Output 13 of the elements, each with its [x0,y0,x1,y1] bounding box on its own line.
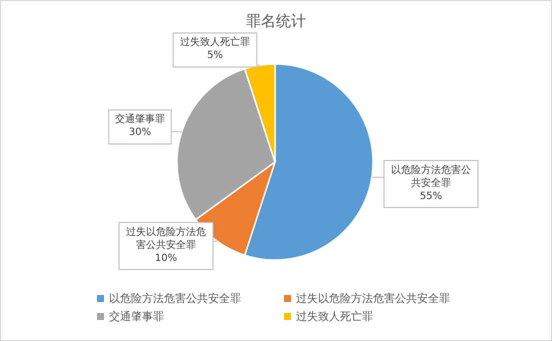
legend-label: 交通肇事罪 [109,310,164,323]
slice-label: 交通肇事罪 [114,113,166,126]
slice-label: 以危险方法危害公共安全罪 [390,164,472,190]
legend-label: 过失致人死亡罪 [296,310,373,323]
data-label: 55% [418,190,444,202]
legend-label: 过失以危险方法危害公共安全罪 [296,292,450,305]
data-label: 10% [154,252,178,264]
legend-label: 以危险方法危害公共安全罪 [109,292,241,305]
slice-label: 过失以危险方法危害公共安全罪 [125,226,207,252]
chart-title: 罪名统计 [246,12,306,30]
data-label: 5% [206,49,224,62]
slice-label: 过失致人死亡罪 [179,36,251,49]
data-label: 30% [128,126,152,139]
